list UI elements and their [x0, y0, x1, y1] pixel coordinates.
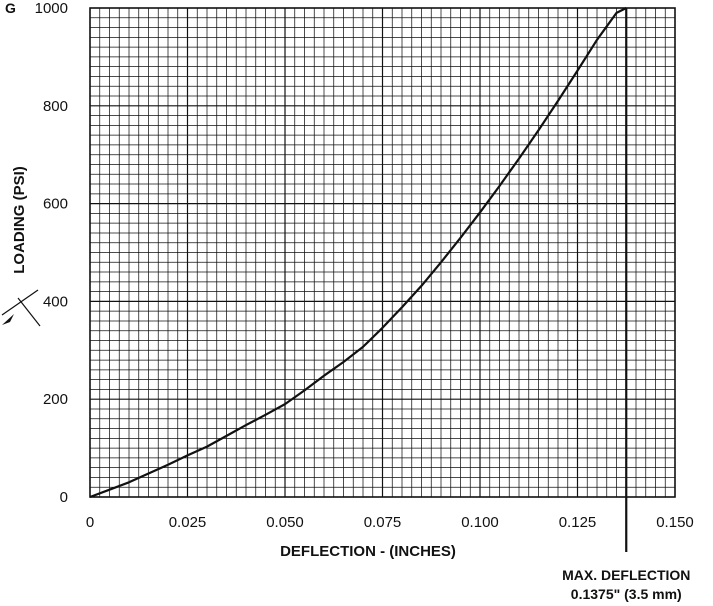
y-axis-label: LOADING (PSI) [11, 166, 28, 274]
max-deflection-value: 0.1375" (3.5 mm) [571, 586, 682, 602]
y-tick-label: 0 [60, 489, 68, 506]
cropped-label-fragment: G [5, 0, 16, 16]
max-deflection-label: MAX. DEFLECTION [562, 567, 690, 583]
y-tick-label: 600 [43, 196, 68, 213]
x-tick-label: 0.025 [169, 514, 207, 531]
x-tick-label: 0.150 [656, 514, 694, 531]
y-tick-label: 400 [43, 293, 68, 310]
major-grid [90, 8, 675, 497]
x-tick-labels: 0 0.025 0.050 0.075 0.100 0.125 0.150 [86, 514, 694, 531]
series-line [89, 7, 627, 499]
plot-frame [89, 7, 676, 498]
x-tick-label: 0 [86, 514, 94, 531]
y-tick-label: 1000 [35, 0, 68, 17]
leader-arrow-icon [1, 289, 41, 327]
x-tick-label: 0.050 [266, 514, 304, 531]
y-tick-label: 800 [43, 98, 68, 115]
x-tick-label: 0.100 [461, 514, 499, 531]
x-tick-label: 0.125 [559, 514, 597, 531]
x-axis-label: DEFLECTION - (INCHES) [280, 543, 456, 560]
y-tick-labels: 0 200 400 600 800 1000 [35, 0, 68, 506]
x-tick-label: 0.075 [364, 514, 402, 531]
y-tick-label: 200 [43, 391, 68, 408]
